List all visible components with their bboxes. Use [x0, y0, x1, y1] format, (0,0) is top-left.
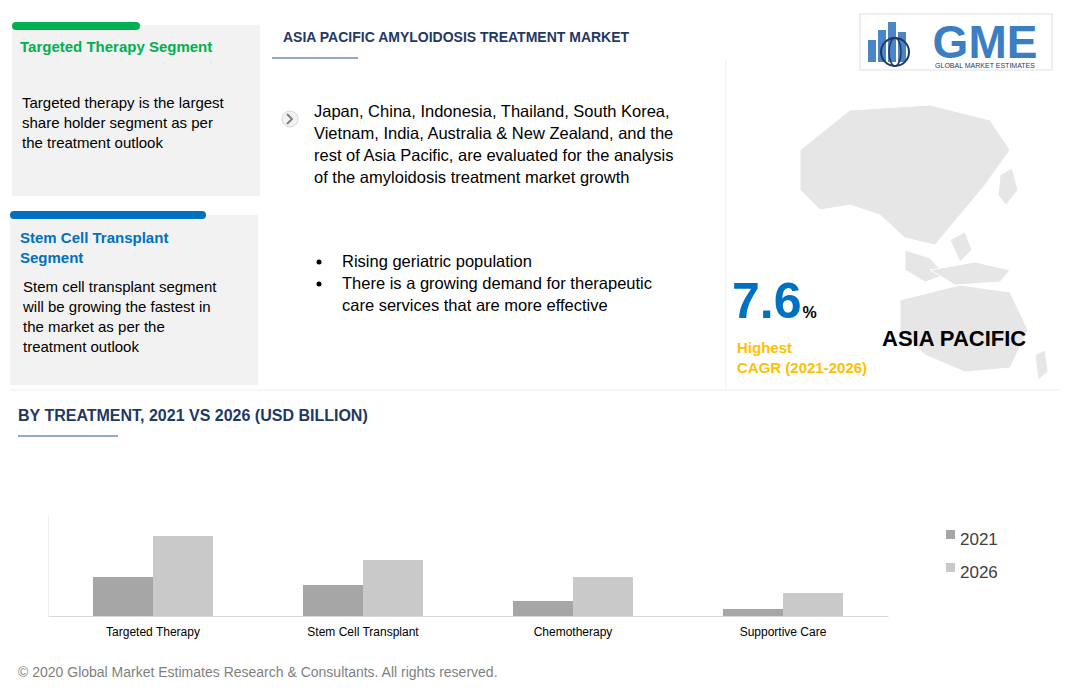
- card-title: Targeted Therapy Segment: [20, 38, 212, 55]
- x-tick-label: Chemotherapy: [534, 625, 613, 639]
- logo-name: GME: [933, 16, 1038, 68]
- bar: [303, 585, 363, 616]
- bar: [363, 560, 423, 616]
- driver-text: Rising geriatric population: [342, 252, 532, 270]
- cagr-value: 7.6: [732, 273, 802, 329]
- bullet: [317, 260, 322, 265]
- background: [0, 0, 1070, 692]
- x-tick-label: Supportive Care: [740, 625, 827, 639]
- card-body: Targeted therapy is the largest: [22, 94, 225, 111]
- map-shape: [998, 168, 1018, 205]
- card-title: Stem Cell Transplant: [20, 229, 168, 246]
- card-title: Segment: [20, 249, 83, 266]
- logo-bar: [868, 40, 876, 62]
- logo: GMEGLOBAL MARKET ESTIMATES: [860, 14, 1052, 70]
- bar: [153, 536, 213, 616]
- card-body: will be growing the fastest in: [22, 298, 211, 315]
- map-shape: [930, 262, 1010, 285]
- card-background: [10, 215, 258, 385]
- card-body: share holder segment as per: [22, 114, 213, 131]
- y-axis: [48, 517, 49, 617]
- legend-label: 2026: [960, 563, 998, 582]
- divider: [10, 390, 1060, 391]
- x-tick: Supportive Care: [740, 625, 827, 639]
- x-axis-line: [49, 616, 889, 617]
- regions-text: rest of Asia Pacific, are evaluated for …: [314, 146, 674, 164]
- map-shape: [905, 250, 945, 282]
- title-underline: [272, 58, 358, 59]
- map-shape: [800, 105, 1010, 245]
- segment-card: Targeted Therapy Segment Targeted therapy…: [12, 22, 260, 196]
- cagr-unit: %: [803, 304, 817, 321]
- bars: [93, 536, 843, 616]
- bullet-arrow: [282, 111, 298, 127]
- logo-bar: [898, 32, 906, 62]
- driver-text: There is a growing demand for therapeuti…: [342, 274, 652, 292]
- legend-swatch: [946, 530, 955, 539]
- bar: [93, 577, 153, 616]
- x-tick: Chemotherapy: [534, 625, 613, 639]
- logo-globe: [881, 38, 909, 66]
- bullet-chevron: [287, 114, 292, 124]
- regions-text: Vietnam, India, Australia & New Zealand,…: [314, 124, 673, 142]
- legend-swatch: [946, 563, 955, 572]
- card-body: the treatment outlook: [22, 134, 163, 151]
- regions-text: Japan, China, Indonesia, Thailand, South…: [314, 102, 670, 120]
- divider: [726, 60, 727, 390]
- map-shape: [1035, 350, 1048, 380]
- y-axis-line: [48, 517, 49, 617]
- x-tick: Targeted Therapy: [106, 625, 200, 639]
- logo-frame: [860, 14, 1052, 70]
- card-body: treatment outlook: [23, 338, 139, 355]
- bullet: [317, 282, 322, 287]
- chart-title-underline: [18, 436, 118, 437]
- map: [800, 105, 1048, 380]
- bullet-circle: [282, 111, 298, 127]
- card-accent: [12, 22, 140, 30]
- card-body: Stem cell transplant segment: [23, 278, 217, 295]
- x-tick-label: Stem Cell Transplant: [307, 625, 419, 639]
- logo-globe: [889, 38, 901, 66]
- card-accent: [10, 211, 206, 219]
- regions-text: of the amyloidosis treatment market grow…: [314, 168, 629, 186]
- region-label: ASIA PACIFIC: [882, 326, 1026, 351]
- x-tick: Stem Cell Transplant: [307, 625, 419, 639]
- card-background: [12, 25, 260, 196]
- legend-label: 2021: [960, 530, 998, 549]
- x-axis: Targeted Therapy Stem Cell Transplant Chem…: [49, 617, 889, 639]
- segment-card: Stem Cell Transplant Segment Stem cell tra…: [10, 211, 258, 385]
- page: Targeted Therapy Segment Targeted therapy…: [0, 0, 1070, 692]
- driver-text: care services that are more effective: [342, 296, 608, 314]
- legend: 2021 2026: [946, 530, 998, 582]
- bar: [573, 577, 633, 616]
- copyright: © 2020 Global Market Estimates Research …: [18, 664, 498, 680]
- bar: [513, 601, 573, 616]
- cagr-caption: CAGR (2021-2026): [737, 359, 867, 376]
- cagr-caption: Highest: [737, 339, 792, 356]
- card-body: the market as per the: [23, 318, 165, 335]
- map-shape: [950, 232, 972, 262]
- page-title: ASIA PACIFIC AMYLOIDOSIS TREATMENT MARKE…: [283, 29, 630, 45]
- x-tick-label: Targeted Therapy: [106, 625, 200, 639]
- chart-title: BY TREATMENT, 2021 VS 2026 (USD BILLION): [18, 407, 368, 424]
- bar: [783, 593, 843, 616]
- bar: [723, 609, 783, 616]
- logo-tagline: GLOBAL MARKET ESTIMATES: [935, 62, 1035, 69]
